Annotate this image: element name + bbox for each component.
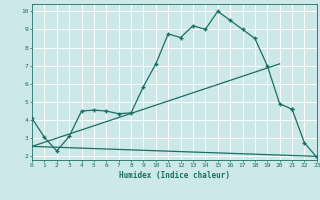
X-axis label: Humidex (Indice chaleur): Humidex (Indice chaleur) [119, 171, 230, 180]
